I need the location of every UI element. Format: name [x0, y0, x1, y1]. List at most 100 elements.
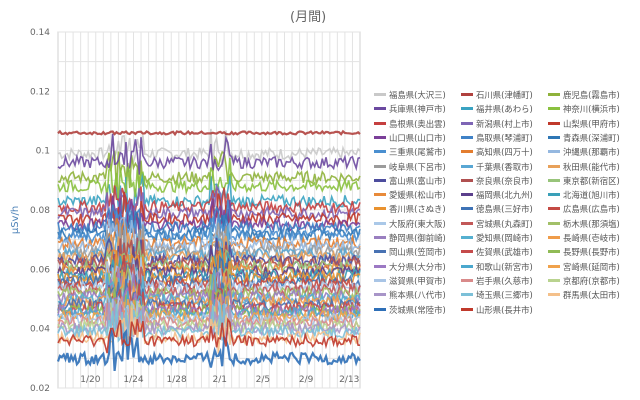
legend-label: 山梨県(甲府市) [563, 118, 620, 129]
legend-item: 三重県(尾鷲市) [374, 147, 446, 157]
legend-item: 北海道(旭川市) [548, 190, 620, 200]
legend-item: 静岡県(御前崎) [374, 233, 446, 243]
legend-label: 鳥取県(琴浦町) [476, 132, 533, 143]
legend-label: 滋賀県(甲賀市) [389, 275, 446, 286]
legend-item: 宮崎県(延岡市) [548, 262, 620, 272]
legend-swatch [374, 307, 386, 311]
legend-swatch [461, 107, 473, 111]
legend-swatch [374, 236, 386, 239]
legend-label: 愛知県(岡崎市) [476, 233, 533, 243]
legend-item: 秋田県(能代市) [548, 162, 620, 172]
legend-label: 鹿児島(霧島市) [563, 90, 620, 100]
series-line [57, 199, 361, 238]
series-line [57, 301, 361, 340]
legend-label: 新潟県(村上市) [476, 118, 533, 129]
legend-swatch [548, 107, 560, 111]
legend-label: 青森県(深浦町) [563, 132, 620, 143]
legend-label: 和歌山(新宮市) [476, 261, 533, 272]
legend-label: 福岡県(北九州) [476, 190, 533, 201]
legend-label: 栃木県(那須塩) [563, 218, 620, 229]
legend-label: 広島県(広島市) [563, 204, 620, 215]
legend-swatch [461, 178, 473, 182]
chart-title: (月間) [290, 10, 327, 25]
legend-swatch [461, 221, 473, 225]
legend-item: 高知県(四万十) [461, 147, 533, 157]
legend-label: 福井県(あわら) [476, 104, 533, 115]
legend-label: 茨城県(常陸市) [389, 304, 446, 315]
legend-item: 島根県(奥出雲) [374, 119, 446, 129]
legend-label: 高知県(四万十) [476, 147, 533, 158]
legend-swatch [461, 293, 473, 297]
legend-label: 京都府(京都市) [563, 275, 620, 286]
legend-swatch [374, 264, 386, 268]
legend-label: 岩手県(久慈市) [476, 275, 533, 286]
legend-item: 熊本県(八代市) [374, 290, 446, 300]
legend-item: 愛知県(岡崎市) [461, 233, 533, 243]
x-tick-label: 1/20 [80, 375, 100, 385]
legend-label: 東京都(新宿区) [563, 175, 620, 186]
legend-item: 埼玉県(三郷市) [461, 290, 533, 300]
legend-label: 神奈川(横浜市) [563, 104, 620, 115]
legend-item: 宮城県(丸森町) [461, 219, 533, 229]
legend-item: 兵庫県(神戸市) [374, 104, 446, 114]
legend-label: 熊本県(八代市) [389, 290, 446, 301]
legend-item: 香川県(さぬき) [374, 204, 446, 214]
legend-swatch [548, 93, 560, 96]
legend-item: 佐賀県(武雄市) [461, 247, 533, 257]
legend-item: 千葉県(香取市) [461, 162, 533, 172]
legend-label: 宮城県(丸森町) [476, 218, 533, 229]
legend-item: 和歌山(新宮市) [461, 262, 533, 272]
legend-swatch [548, 135, 560, 139]
series-line [57, 129, 361, 137]
legend-label: 岐阜県(下呂市) [389, 161, 446, 172]
y-tick-label: 0.08 [30, 206, 50, 216]
x-tick-label: 2/13 [339, 375, 359, 385]
legend-label: 徳島県(三好市) [476, 204, 533, 215]
legend-swatch [461, 236, 473, 239]
legend-swatch [461, 150, 473, 154]
legend-swatch [548, 164, 560, 168]
legend-swatch [548, 150, 560, 154]
legend-item: 福岡県(北九州) [461, 190, 533, 200]
legend-swatch [461, 93, 473, 96]
legend-swatch [374, 164, 386, 168]
x-tick-label: 2/9 [299, 375, 314, 385]
x-tick-label: 1/24 [123, 375, 143, 385]
legend-item: 鳥取県(琴浦町) [461, 133, 533, 143]
legend-label: 秋田県(能代市) [563, 161, 620, 172]
series-line [57, 217, 361, 254]
legend-label: 長野県(長野市) [563, 247, 620, 258]
legend-label: 大阪府(東大阪) [389, 218, 446, 229]
legend-item: 岩手県(久慈市) [461, 276, 533, 286]
legend-item: 新潟県(村上市) [461, 119, 533, 129]
legend-item: 奈良県(奈良市) [461, 176, 533, 186]
legend-label: 奈良県(奈良市) [476, 175, 533, 186]
legend-item: 愛媛県(松山市) [374, 190, 446, 200]
legend-item: 大阪府(東大阪) [374, 219, 446, 229]
legend-swatch [548, 250, 560, 254]
legend-swatch [548, 221, 560, 225]
y-tick-label: 0.02 [30, 384, 50, 394]
legend-swatch [374, 150, 386, 154]
legend-item: 神奈川(横浜市) [548, 104, 620, 114]
legend-swatch [374, 293, 386, 297]
legend-item: 福井県(あわら) [461, 104, 533, 114]
series-line [57, 157, 361, 202]
legend-item: 沖縄県(那覇市) [548, 147, 620, 157]
legend-swatch [461, 207, 473, 211]
series-line [56, 328, 361, 372]
legend-item: 富山県(富山市) [374, 176, 446, 186]
legend-swatch [461, 121, 473, 125]
legend-label: 宮崎県(延岡市) [563, 261, 620, 272]
legend-swatch [461, 307, 473, 311]
legend-item: 山形県(長井市) [461, 305, 533, 315]
legend-item: 山梨県(甲府市) [548, 119, 620, 129]
legend-label: 石川県(津幡町) [476, 90, 533, 100]
legend-item: 滋賀県(甲賀市) [374, 276, 446, 286]
legend-item: 山口県(山口市) [374, 133, 446, 143]
legend-item: 青森県(深浦町) [548, 133, 620, 143]
x-tick-label: 1/28 [167, 375, 187, 385]
legend-label: 埼玉県(三郷市) [476, 290, 533, 301]
